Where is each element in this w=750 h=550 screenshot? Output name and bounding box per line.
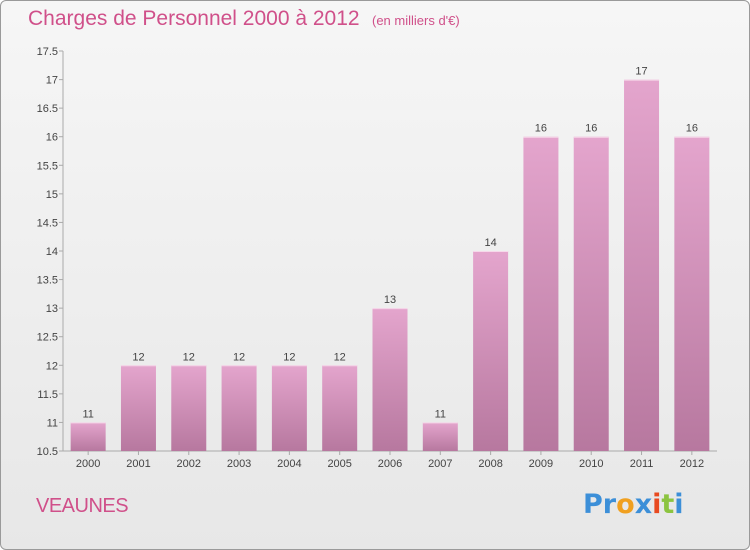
logo-letter: r xyxy=(602,489,617,520)
y-tick-label: 10.5 xyxy=(37,446,58,458)
bar-2005 xyxy=(322,365,358,451)
y-tick-label: 11.5 xyxy=(37,389,58,401)
logo-letter: t xyxy=(661,489,675,520)
x-tick-label: 2002 xyxy=(177,458,201,470)
data-label: 11 xyxy=(82,408,93,420)
x-tick-label: 2000 xyxy=(76,458,100,470)
data-label: 12 xyxy=(132,351,144,363)
data-label: 12 xyxy=(283,351,295,363)
bar-2011 xyxy=(624,79,660,452)
x-tick-label: 2006 xyxy=(378,458,402,470)
data-label: 16 xyxy=(686,123,698,135)
bar-2006 xyxy=(372,308,408,451)
y-tick-label: 14 xyxy=(46,246,58,258)
x-tick-label: 2008 xyxy=(478,458,502,470)
data-label: 12 xyxy=(334,351,346,363)
bar-2009 xyxy=(523,136,559,451)
y-tick-label: 17 xyxy=(46,75,58,87)
labels: 2000 11 2001 12 2002 12 2003 12 2004 12 2005 12 2006… xyxy=(76,66,704,470)
bar-2000 xyxy=(70,422,106,451)
data-label: 16 xyxy=(535,123,547,135)
chart-title: Charges de Personnel 2000 à 2012 xyxy=(28,7,360,30)
logo-letter: i xyxy=(652,489,662,520)
bars xyxy=(70,79,710,452)
logo-letter: P xyxy=(583,489,603,520)
data-label: 17 xyxy=(635,66,647,78)
bar-2004 xyxy=(271,365,307,451)
y-tick-label: 15 xyxy=(46,189,58,201)
data-label: 11 xyxy=(435,408,446,420)
proxiti-logo: Proxiti xyxy=(583,489,684,520)
y-tick-label: 16 xyxy=(46,132,58,144)
data-label: 16 xyxy=(585,123,597,135)
y-tick-label: 14.5 xyxy=(37,217,58,229)
data-label: 12 xyxy=(183,351,195,363)
bar-2012 xyxy=(674,136,710,451)
x-tick-label: 2009 xyxy=(529,458,553,470)
bar-2007 xyxy=(422,422,458,451)
place-name: VEAUNES xyxy=(36,495,129,517)
bar-2002 xyxy=(171,365,207,451)
x-tick-label: 2007 xyxy=(428,458,452,470)
y-tick-label: 12 xyxy=(46,360,58,372)
x-tick-label: 2010 xyxy=(579,458,603,470)
x-tick-label: 2011 xyxy=(630,458,654,470)
data-label: 12 xyxy=(233,351,245,363)
bar-2001 xyxy=(120,365,156,451)
chart-subtitle: (en milliers d'€) xyxy=(372,13,460,28)
bar-2010 xyxy=(573,136,609,451)
x-tick-label: 2012 xyxy=(680,458,704,470)
y-tick-label: 11 xyxy=(47,417,58,429)
logo-letter: x xyxy=(634,489,653,520)
x-tick-label: 2005 xyxy=(327,458,351,470)
bar-2003 xyxy=(221,365,257,451)
x-tick-label: 2001 xyxy=(126,458,150,470)
y-tick-label: 16.5 xyxy=(37,103,58,115)
logo-letter: i xyxy=(674,489,684,520)
y-tick-label: 17.5 xyxy=(37,46,58,58)
x-tick-label: 2003 xyxy=(227,458,251,470)
y-tick-label: 12.5 xyxy=(37,332,58,344)
data-label: 14 xyxy=(484,237,496,249)
y-tick-label: 13 xyxy=(46,303,58,315)
y-tick-label: 15.5 xyxy=(37,160,58,172)
x-tick-label: 2004 xyxy=(277,458,301,470)
data-label: 13 xyxy=(384,294,396,306)
bar-2008 xyxy=(473,251,509,451)
logo-letter: o xyxy=(616,489,635,520)
y-tick-label: 13.5 xyxy=(37,275,58,287)
